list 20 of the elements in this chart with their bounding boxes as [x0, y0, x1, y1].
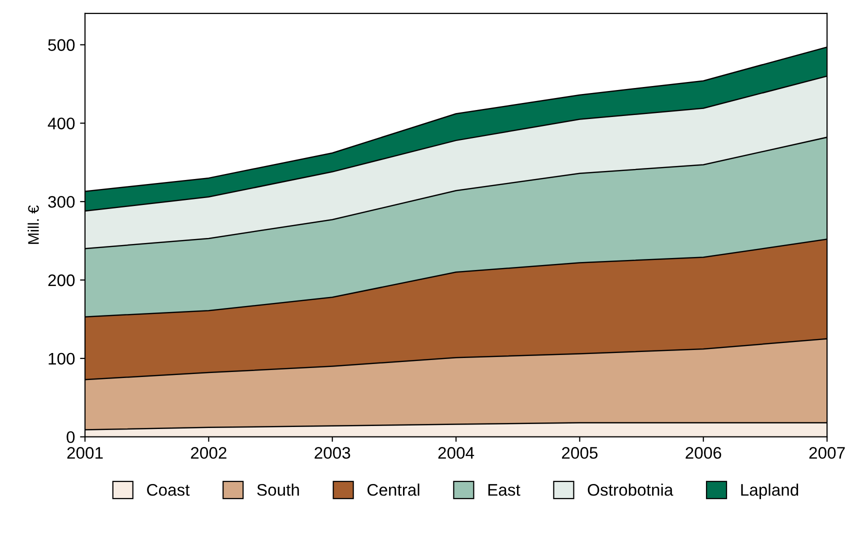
legend-label: Lapland: [741, 484, 798, 500]
y-tick-label: 500: [48, 39, 75, 51]
y-tick-label: 100: [48, 352, 75, 365]
y-tick-label: 300: [48, 196, 75, 208]
x-tick-label: 2003: [314, 447, 350, 459]
y-axis-title: Mill. €: [28, 205, 39, 244]
legend-label: East: [488, 484, 520, 496]
x-tick-label: 2006: [686, 447, 722, 459]
x-tick-label: 2007: [809, 447, 845, 459]
y-tick-label: 0: [66, 431, 75, 444]
y-tick-label: 400: [48, 118, 75, 130]
x-tick-label: 2005: [562, 447, 598, 459]
legend-label: Coast: [147, 484, 190, 496]
y-tick-label: 200: [48, 274, 75, 286]
x-tick-label: 2002: [190, 447, 226, 459]
x-tick-label: 2004: [438, 447, 474, 459]
x-tick-label: 2001: [67, 447, 103, 459]
legend-label: South: [257, 484, 299, 496]
legend-label: Ostrobotnia: [588, 484, 674, 496]
legend-label: Central: [367, 484, 420, 496]
